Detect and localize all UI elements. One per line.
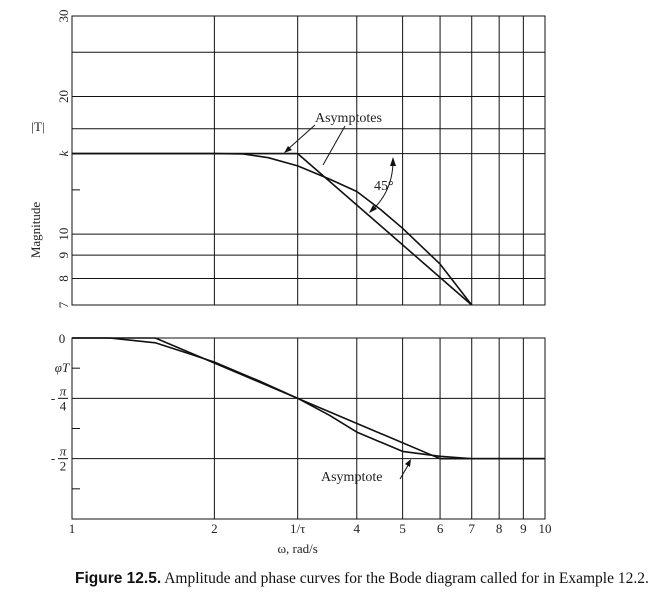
magnitude-y-tick-label: 8 bbox=[56, 275, 71, 282]
phase-y-tick-denominator: 2 bbox=[60, 459, 67, 474]
annotation-leaders bbox=[286, 124, 411, 480]
magnitude-y-tick-label: 30 bbox=[56, 10, 71, 23]
arrowheads bbox=[284, 146, 411, 467]
magnitude-y-tick-label: 7 bbox=[56, 301, 71, 308]
leader-line bbox=[322, 125, 346, 166]
magnitude-grid bbox=[71, 15, 546, 306]
x-tick-label: 1/τ bbox=[290, 521, 305, 536]
magnitude-y-tick-label: 9 bbox=[56, 252, 71, 258]
asymptote-annotation: Asymptote bbox=[321, 470, 382, 485]
magnitude-y-tick-label: k bbox=[56, 151, 71, 157]
x-tick-label: 5 bbox=[399, 521, 406, 536]
magnitude-exact-curve bbox=[72, 152, 473, 306]
arrowhead bbox=[284, 146, 292, 153]
magnitude-y-tick-label: 10 bbox=[56, 228, 71, 241]
x-tick-label: 6 bbox=[437, 521, 444, 536]
phase-y-tick-minus: - bbox=[51, 451, 55, 466]
x-tick-label: 9 bbox=[520, 521, 527, 536]
x-tick-label: 10 bbox=[539, 521, 552, 536]
phase-y-tick-numerator: π bbox=[60, 383, 67, 398]
asymptotes-annotation: Asymptotes bbox=[315, 111, 382, 126]
x-tick-label: 4 bbox=[354, 521, 361, 536]
phase-y-tick-fraction: - π2 bbox=[51, 444, 68, 474]
magnitude-frame bbox=[71, 15, 546, 306]
arrowhead bbox=[390, 157, 396, 166]
phase-asymptote-line bbox=[72, 337, 545, 460]
phase-y-tick-numerator: π bbox=[60, 444, 67, 459]
phase-grid bbox=[71, 337, 546, 520]
magnitude-asymptote-line bbox=[72, 152, 473, 306]
figure-caption: Figure 12.5. Amplitude and phase curves … bbox=[75, 570, 649, 588]
phase-y-axis-label: φT bbox=[55, 360, 70, 375]
phase-y-tick-fraction: - π4 bbox=[51, 383, 68, 413]
magnitude-y-tick-label: 20 bbox=[56, 90, 71, 103]
curves bbox=[72, 152, 545, 460]
arrowhead bbox=[405, 459, 411, 467]
x-axis-label: ω, rad/s bbox=[278, 541, 318, 556]
phase-frame bbox=[71, 337, 546, 520]
x-tick-label: 1 bbox=[69, 521, 76, 536]
angle-annotation: 45° bbox=[374, 179, 394, 194]
leader-line bbox=[286, 124, 316, 151]
x-tick-label: 8 bbox=[496, 521, 503, 536]
phase-y-tick-denominator: 4 bbox=[60, 398, 67, 413]
figure-caption-text: Amplitude and phase curves for the Bode … bbox=[164, 570, 649, 587]
phase-y-tick-minus: - bbox=[51, 390, 55, 405]
magnitude-y-axis-label: Magnitude bbox=[28, 202, 43, 259]
arrowhead bbox=[369, 205, 377, 213]
x-tick-label: 7 bbox=[468, 521, 475, 536]
figure-label: Figure 12.5. bbox=[75, 570, 162, 587]
phase-y-tick-label: 0 bbox=[59, 331, 66, 346]
x-tick-label: 2 bbox=[211, 521, 218, 536]
magnitude-y-axis-secondary-label: |T| bbox=[31, 119, 44, 134]
